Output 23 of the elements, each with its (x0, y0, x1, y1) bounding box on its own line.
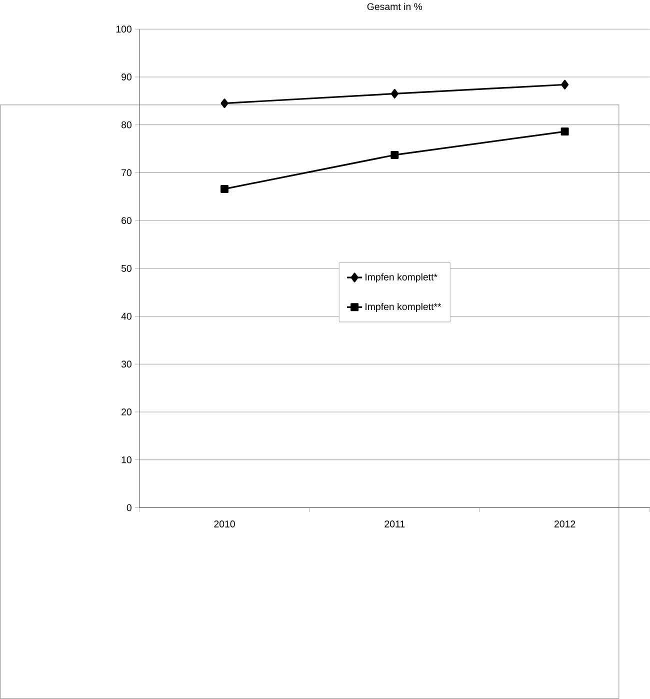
x-tick-label: 2011 (384, 520, 405, 528)
point (220, 98, 228, 108)
point (390, 88, 398, 99)
y-tick-label: 80 (121, 121, 132, 128)
point (560, 128, 569, 136)
point (560, 80, 569, 90)
legend-label: Impfen komplett* (366, 273, 438, 282)
y-tick-label: 70 (122, 169, 132, 176)
x-tick-label: 2010 (214, 520, 235, 528)
y-tick-label: 20 (122, 408, 132, 416)
y-tick-label: 10 (122, 456, 132, 464)
legend-label: Impfen komplett** (366, 302, 442, 312)
y-tick-label: 30 (121, 360, 132, 368)
y-tick-label: 60 (122, 217, 132, 224)
chart-title: Gesamt in % (367, 2, 422, 10)
y-tick-label: 0 (126, 504, 132, 512)
point (390, 150, 399, 159)
y-tick-label: 40 (121, 312, 132, 320)
y-tick-label: 100 (116, 26, 132, 33)
x-tick-label: 2012 (554, 520, 576, 528)
point (220, 184, 228, 193)
y-tick-label: 90 (121, 74, 132, 80)
y-tick-label: 50 (121, 264, 132, 272)
